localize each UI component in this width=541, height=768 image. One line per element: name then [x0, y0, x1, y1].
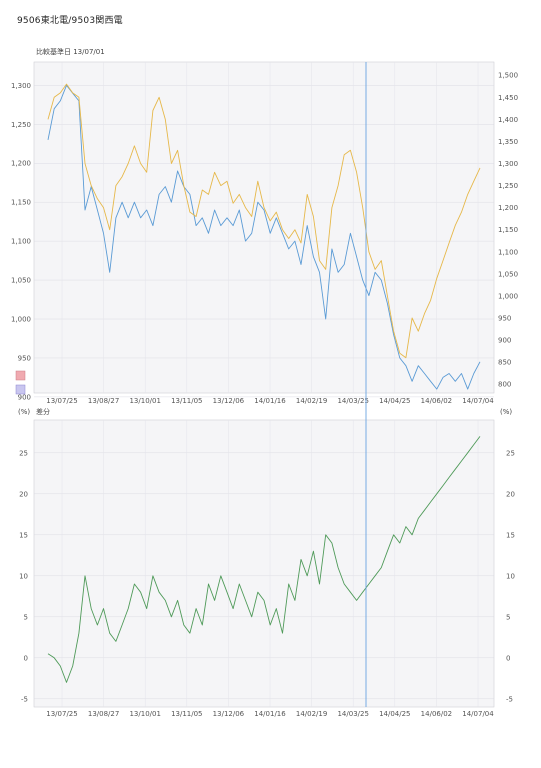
- bottom-y-right-tick-label: 5: [506, 613, 510, 621]
- bottom-y-right-tick-label: 15: [506, 531, 515, 539]
- top-y-right-tick-label: 1,300: [498, 160, 518, 168]
- top-y-left-ticks: 1,300 1,250 1,200 1,150 1,100 1,050 1,000 950 90…: [11, 82, 31, 402]
- bottom-y-right-tick-label: 0: [506, 654, 510, 662]
- legend-swatch-purple[interactable]: [15, 384, 26, 395]
- bottom-y-left-tick-label: 25: [19, 449, 28, 457]
- top-x-tick-label: 14/07/04: [462, 397, 494, 405]
- bottom-y-left-tick-label: 20: [19, 490, 28, 498]
- bottom-x-tick-label: 14/02/19: [296, 710, 327, 718]
- top-y-left-tick-label: 900: [18, 393, 31, 401]
- bottom-x-ticks: 13/07/25 13/08/27 13/10/01 13/11/05 13/12/06…: [46, 710, 494, 718]
- top-y-right-tick-label: 850: [498, 359, 511, 367]
- bottom-y-left-tick-label: -5: [21, 695, 28, 703]
- top-y-left-tick-label: 1,050: [11, 277, 31, 285]
- top-x-tick-label: 14/01/16: [254, 397, 286, 405]
- bottom-series-line-1: [47, 436, 481, 683]
- bottom-y-left-ticks: 25 20 15 10 5 0 -5: [19, 449, 28, 703]
- top-series: [47, 83, 481, 390]
- bottom-y-left-tick-label: 15: [19, 531, 28, 539]
- bottom-x-tick-label: 13/10/01: [129, 710, 160, 718]
- top-header: 比較基準日 13/07/01: [36, 47, 105, 56]
- bottom-y-right-tick-label: 20: [506, 490, 515, 498]
- bottom-x-tick-label: 13/07/25: [46, 710, 77, 718]
- top-x-ticks: 13/07/25 13/08/27 13/10/01 13/11/05 13/12/06…: [46, 397, 494, 405]
- top-y-right-tick-label: 1,500: [498, 72, 518, 80]
- top-x-tick-label: 14/03/25: [337, 397, 368, 405]
- top-x-tick-label: 13/10/01: [129, 397, 160, 405]
- bottom-x-tick-label: 14/06/02: [421, 710, 452, 718]
- bottom-header: 差分: [36, 407, 50, 416]
- top-y-left-tick-label: 1,300: [11, 82, 31, 90]
- bottom-plot-area: [33, 419, 495, 708]
- bottom-y-right-ticks: 25 20 15 10 5 0 -5: [506, 449, 515, 703]
- top-y-right-ticks: 1,500 1,450 1,400 1,350 1,300 1,250 1,200 1,150…: [498, 72, 518, 389]
- top-x-tick-label: 13/08/27: [88, 397, 119, 405]
- top-y-left-tick-label: 1,000: [11, 316, 31, 324]
- bottom-y-right-tick-label: -5: [506, 695, 513, 703]
- page-title: 9506東北電/9503関西電: [17, 16, 123, 26]
- top-y-left-tick-label: 950: [18, 354, 31, 362]
- top-y-right-tick-label: 950: [498, 314, 511, 322]
- bottom-x-tick-label: 13/12/06: [213, 710, 245, 718]
- top-grid: [34, 62, 494, 398]
- bottom-x-tick-label: 13/11/05: [171, 710, 202, 718]
- top-y-right-tick-label: 1,450: [498, 94, 518, 102]
- bottom-y-left-tick-label: 5: [24, 613, 28, 621]
- top-series-line-2: [47, 83, 481, 359]
- top-y-right-tick-label: 1,000: [498, 292, 518, 300]
- top-series-line-1: [47, 84, 481, 390]
- bottom-x-tick-label: 14/03/25: [337, 710, 368, 718]
- top-x-tick-label: 14/02/19: [296, 397, 327, 405]
- top-y-right-tick-label: 1,400: [498, 116, 518, 124]
- top-x-tick-label: 13/07/25: [46, 397, 77, 405]
- top-y-right-tick-label: 900: [498, 337, 511, 345]
- bottom-series: [47, 436, 481, 683]
- top-y-left-tick-label: 1,150: [11, 199, 31, 207]
- bottom-x-tick-label: 13/08/27: [88, 710, 119, 718]
- top-x-tick-label: 14/06/02: [421, 397, 452, 405]
- bottom-x-tick-label: 14/01/16: [254, 710, 286, 718]
- top-panel: 比較基準日 13/07/01 1,300 1,250 1,200 1,150 1,100…: [11, 47, 518, 405]
- top-y-right-tick-label: 1,350: [498, 138, 518, 146]
- top-y-left-tick-label: 1,200: [11, 160, 31, 168]
- bottom-unit-left: (%): [18, 408, 30, 416]
- top-y-right-tick-label: 1,050: [498, 270, 518, 278]
- top-x-tick-label: 13/12/06: [213, 397, 245, 405]
- top-plot-area: [33, 61, 495, 394]
- bottom-y-right-tick-label: 25: [506, 449, 515, 457]
- bottom-unit-right: (%): [500, 408, 512, 416]
- bottom-x-tick-label: 14/04/25: [379, 710, 410, 718]
- bottom-x-tick-label: 14/07/04: [462, 710, 494, 718]
- top-x-tick-label: 13/11/05: [171, 397, 202, 405]
- top-y-right-tick-label: 1,150: [498, 226, 518, 234]
- legend-swatches: [15, 370, 26, 395]
- bottom-y-left-tick-label: 10: [19, 572, 28, 580]
- top-y-right-tick-label: 800: [498, 381, 511, 389]
- top-y-left-tick-label: 1,100: [11, 238, 31, 246]
- legend-swatch-red[interactable]: [15, 370, 26, 381]
- bottom-y-right-tick-label: 10: [506, 572, 515, 580]
- bottom-grid: [34, 420, 494, 707]
- top-y-right-tick-label: 1,200: [498, 204, 518, 212]
- bottom-y-left-tick-label: 0: [24, 654, 28, 662]
- top-y-left-tick-label: 1,250: [11, 121, 31, 129]
- top-y-right-tick-label: 1,100: [498, 248, 518, 256]
- top-x-tick-label: 14/04/25: [379, 397, 410, 405]
- top-y-right-tick-label: 1,250: [498, 182, 518, 190]
- bottom-panel: 差分 (%) (%) 25 20 15 10 5 0 -5 25 20 15 10 5 0 -5 13/…: [18, 407, 515, 718]
